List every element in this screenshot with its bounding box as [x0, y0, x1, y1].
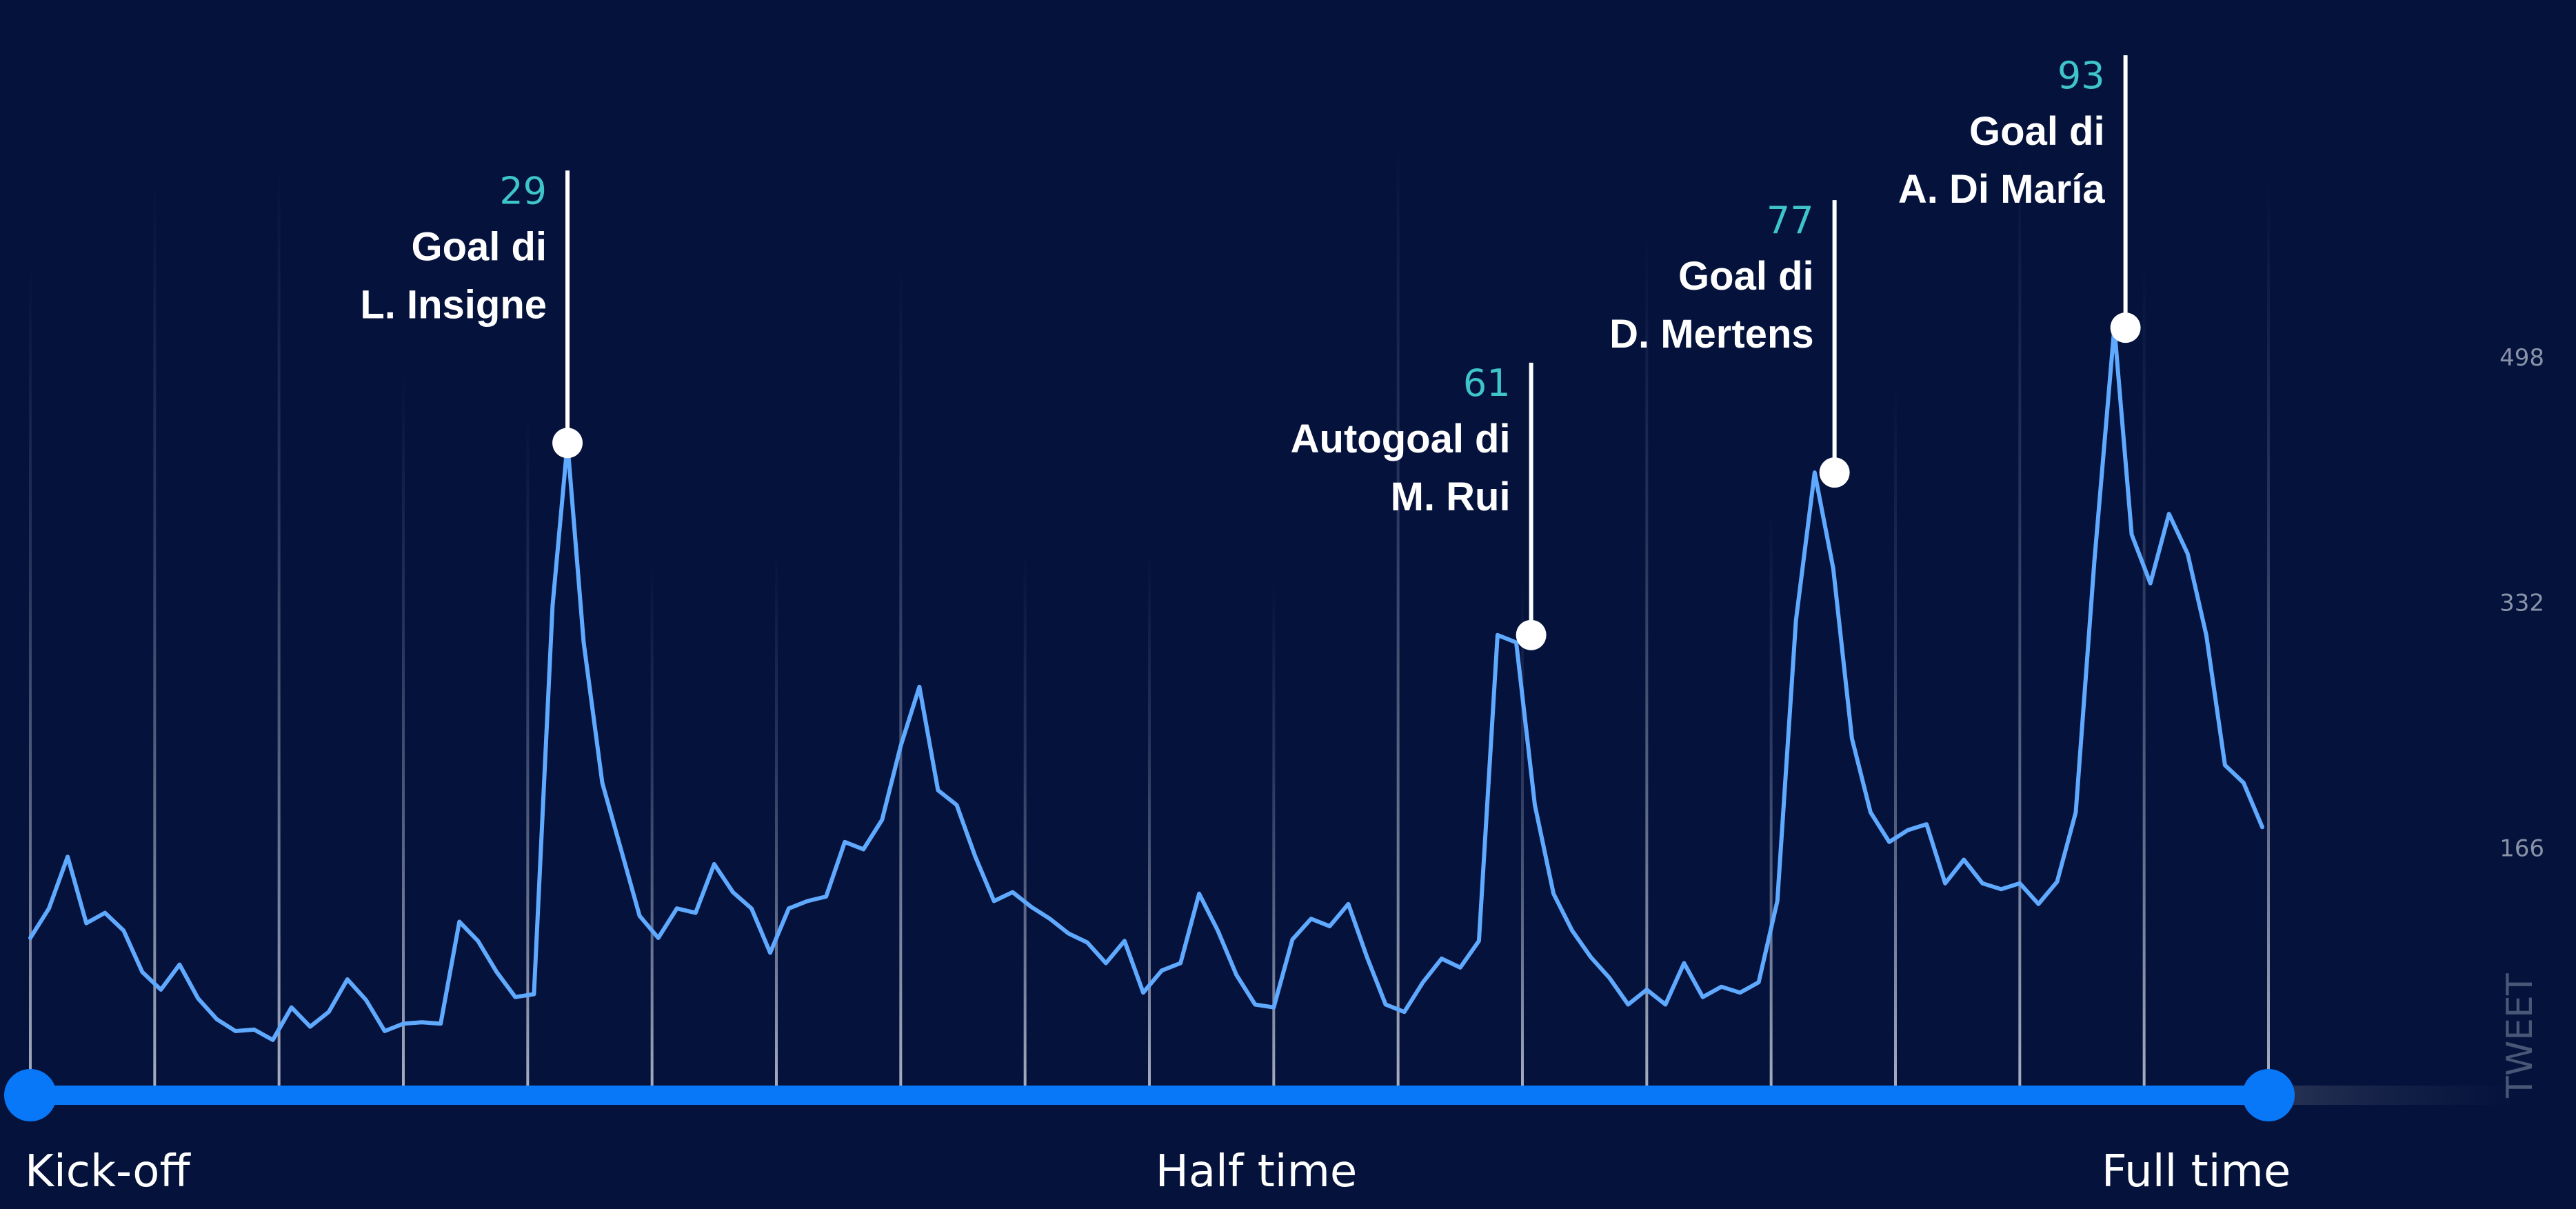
grid-line-minute-75: [1894, 386, 1897, 1095]
y-axis-title: TWEET: [2499, 973, 2541, 1099]
y-tick-label: 498: [2499, 344, 2544, 372]
grid-line-minute-10: [277, 166, 281, 1095]
goal-annotation: 29 Goal di L. Insigne: [360, 169, 583, 459]
goal-scorer-name: A. Di María: [1898, 167, 2105, 212]
tweet-axis: 166 332 498 TWEET: [2499, 344, 2544, 1099]
grid-line-minute-5: [153, 179, 157, 1095]
tweet-line-series-0: [28, 326, 2264, 1042]
grid-line-minute-15: [402, 372, 405, 1095]
grid-line-minute-65: [1645, 234, 1649, 1095]
grid-line-minute-45: [1148, 552, 1151, 1095]
grid-line-minute-40: [1023, 552, 1027, 1095]
grid-line-minute-25: [650, 566, 654, 1095]
goal-minute-label: 93: [2057, 54, 2105, 97]
goal-annotation: 93 Goal di A. Di María: [1898, 54, 2141, 343]
goal-scorer-name: L. Insigne: [360, 282, 547, 327]
goal-event-type: Goal di: [1969, 109, 2105, 154]
timeline-extension: [2268, 1086, 2524, 1105]
goal-point-marker[interactable]: [1819, 457, 1850, 488]
grid-line-minute-85: [2142, 262, 2146, 1095]
goal-annotation: 77 Goal di D. Mertens: [1609, 199, 1850, 488]
grid-line-minute-70: [1769, 510, 1773, 1095]
grid-line-minute-35: [899, 262, 903, 1095]
goal-annotations: 29 Goal di L. Insigne 61 Autogoal di M. Rui 77…: [360, 54, 2141, 650]
phase-label-half-time: Half time: [1156, 1146, 1358, 1197]
goal-point-marker[interactable]: [2110, 312, 2141, 343]
tweet-series: [28, 326, 2264, 1042]
fulltime-marker: [2242, 1069, 2295, 1121]
grid-line-minute-0: [29, 262, 32, 1095]
grid-line-minute-90: [2267, 179, 2270, 1095]
minute-grid-lines: [29, 138, 2270, 1095]
goal-minute-label: 29: [499, 169, 547, 212]
phase-label-full-time: Full time: [2102, 1146, 2291, 1197]
grid-line-minute-80: [2018, 152, 2022, 1095]
goal-event-type: Goal di: [411, 224, 547, 269]
kickoff-marker: [4, 1069, 57, 1121]
grid-line-minute-50: [1272, 579, 1276, 1095]
grid-line-minute-60: [1521, 579, 1524, 1095]
phase-labels: Kick-off Half time Full time: [25, 1146, 2291, 1197]
y-tick-label: 166: [2499, 835, 2544, 862]
phase-label-kick-off: Kick-off: [25, 1146, 191, 1197]
goal-scorer-name: M. Rui: [1391, 474, 1511, 519]
goal-point-marker[interactable]: [1516, 619, 1547, 650]
grid-line-minute-55: [1396, 138, 1400, 1095]
goal-point-marker[interactable]: [552, 428, 583, 459]
goal-event-type: Autogoal di: [1291, 417, 1511, 461]
goal-minute-label: 77: [1767, 199, 1814, 242]
goal-minute-label: 61: [1463, 361, 1511, 405]
goal-event-type: Goal di: [1678, 254, 1814, 299]
goal-scorer-name: D. Mertens: [1609, 312, 1814, 357]
goal-annotation: 61 Autogoal di M. Rui: [1291, 361, 1547, 650]
timeline-bar: [30, 1086, 2268, 1105]
y-tick-label: 332: [2499, 590, 2544, 617]
grid-line-minute-30: [775, 552, 778, 1095]
match-timeline: [4, 1069, 2524, 1121]
grid-line-minute-20: [526, 414, 530, 1095]
